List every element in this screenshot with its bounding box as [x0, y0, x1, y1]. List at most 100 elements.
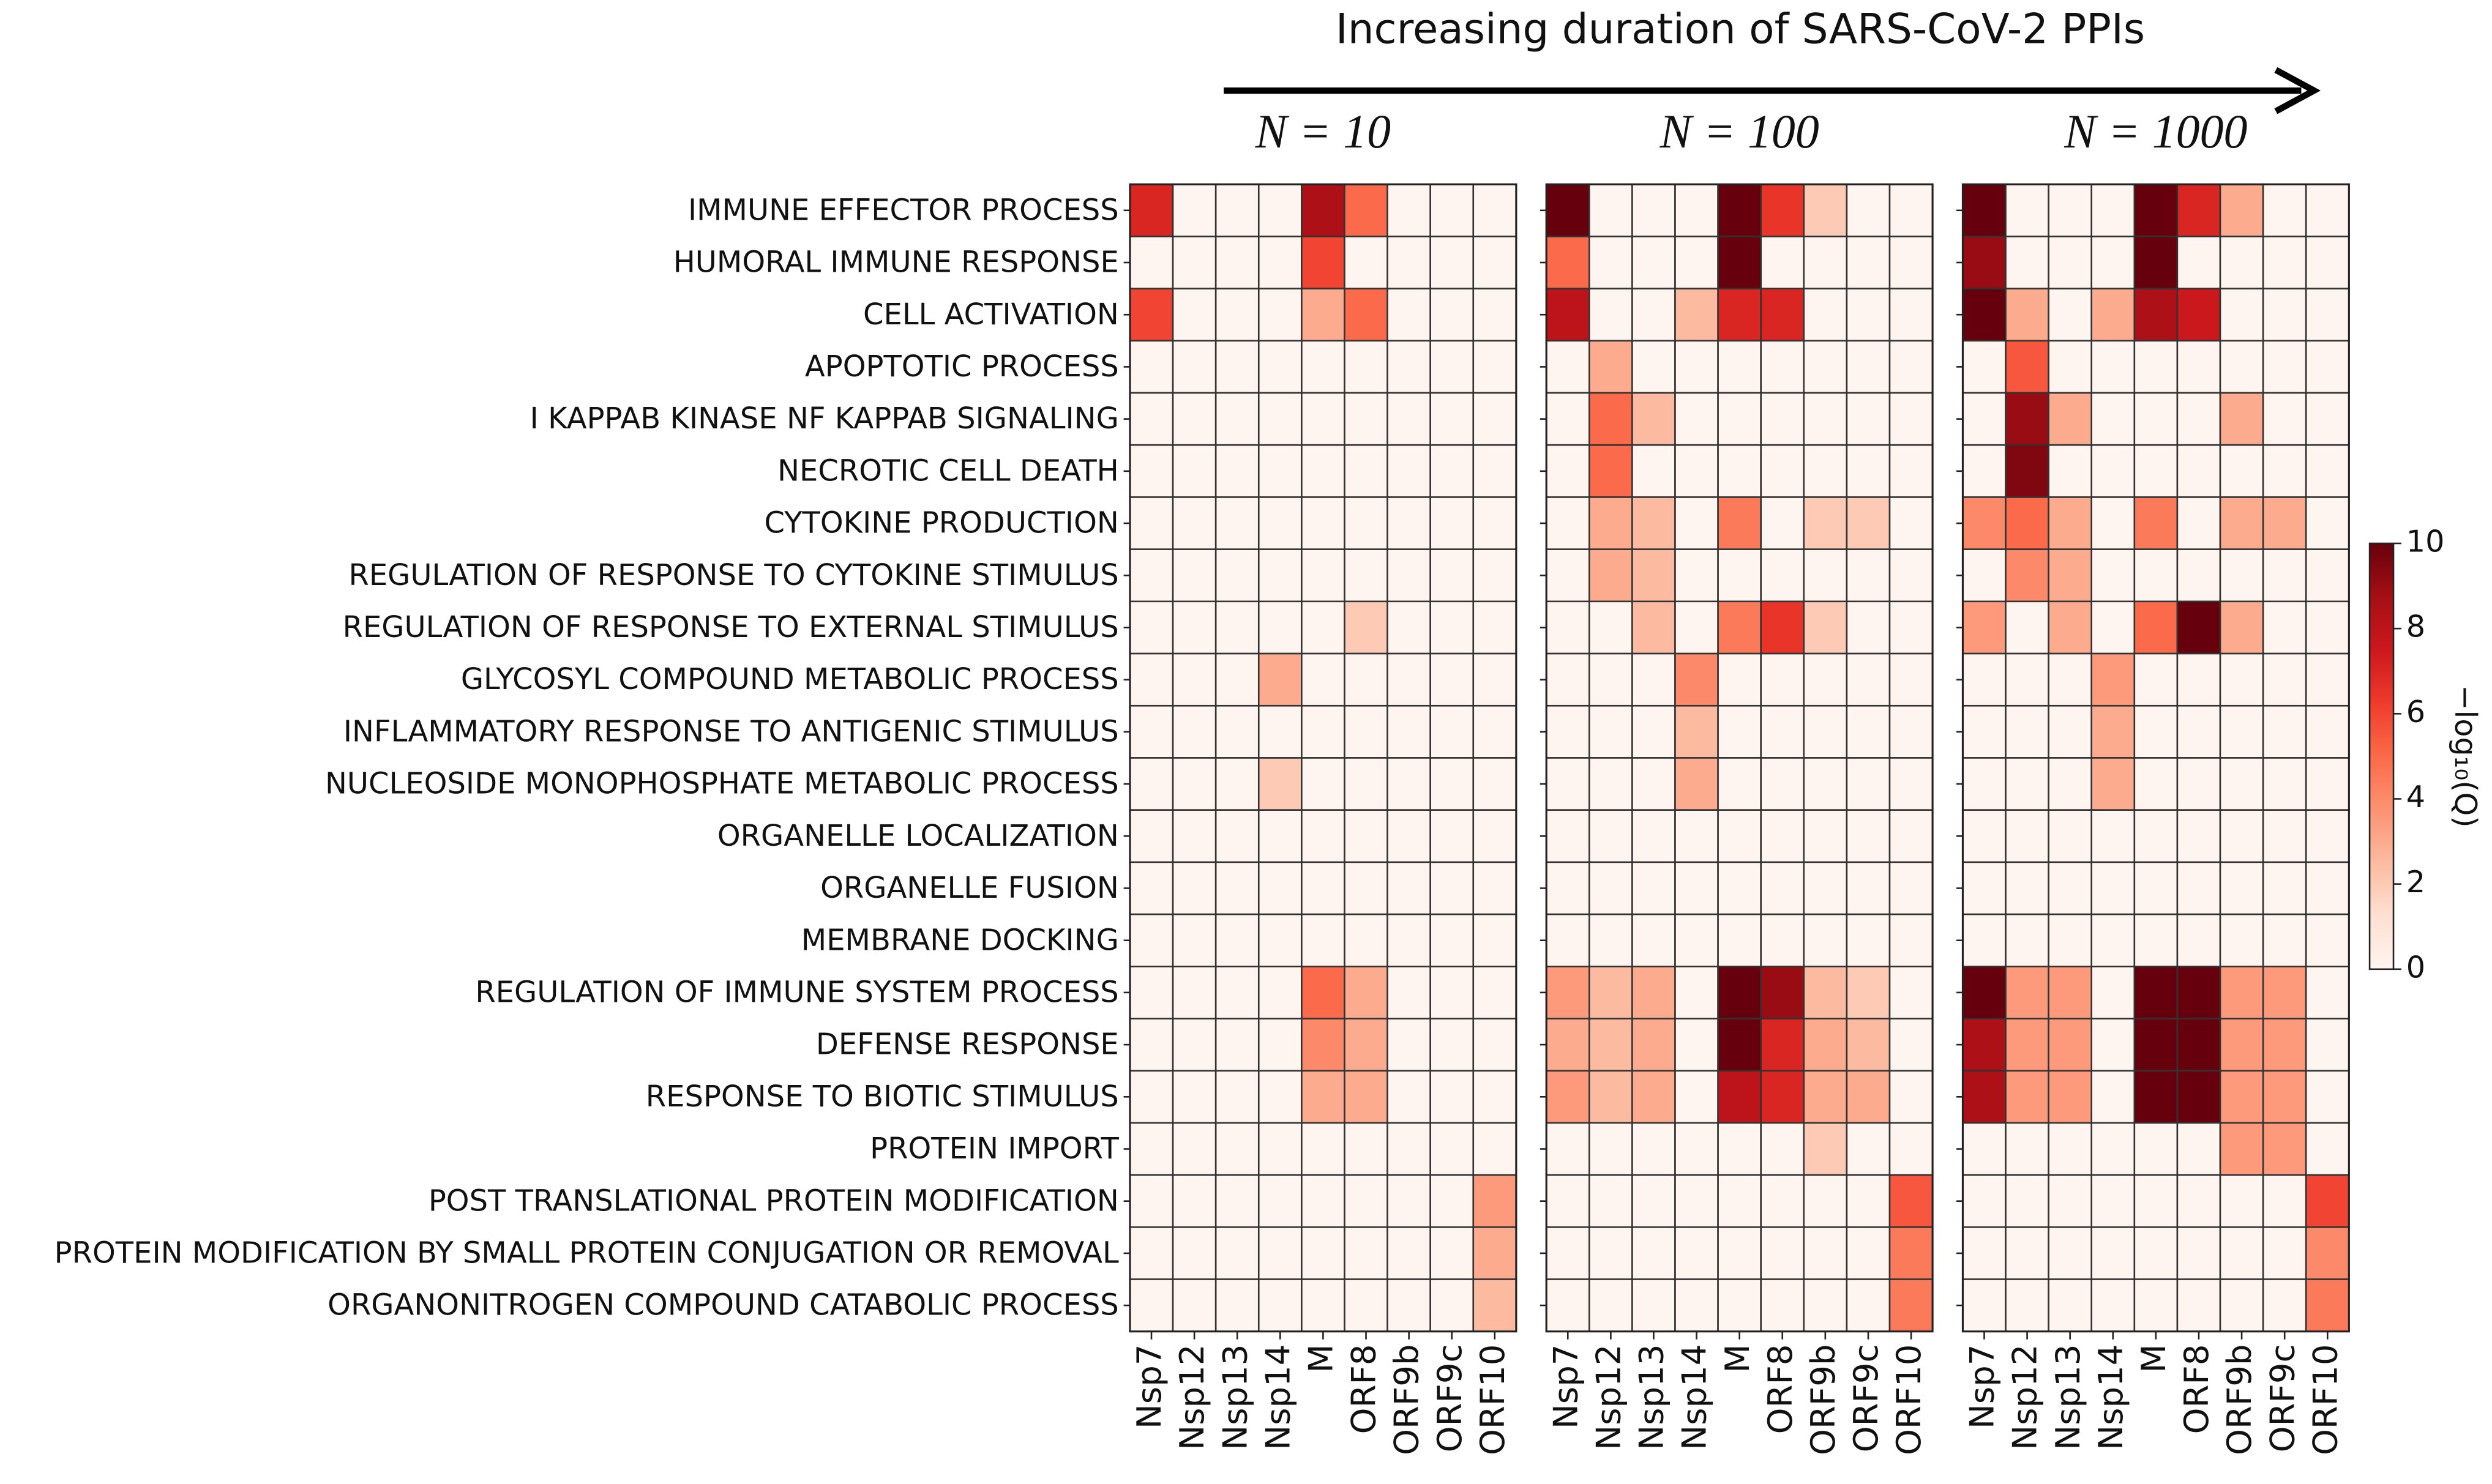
heatmap-cell [2219, 183, 2264, 237]
heatmap-cell [1760, 496, 1805, 550]
heatmap-cell [2048, 1018, 2093, 1072]
heatmap-cell [1888, 704, 1934, 759]
heatmap-cell [1472, 652, 1517, 707]
heatmap-cell [1344, 1122, 1388, 1176]
heatmap-cell [2262, 236, 2307, 289]
column-label: M [2134, 1344, 2173, 1373]
heatmap-cell [1301, 1278, 1345, 1333]
heatmap-cell [1257, 965, 1303, 1020]
heatmap-cell [1429, 704, 1475, 759]
heatmap-cell [1803, 1018, 1848, 1072]
heatmap-cell [1301, 913, 1345, 968]
heatmap-cell [1760, 340, 1805, 394]
heatmap-cell [1631, 496, 1676, 550]
heatmap-cell [2133, 600, 2179, 655]
column-label: Nsp13 [1215, 1344, 1254, 1450]
heatmap-cell [1846, 1174, 1891, 1228]
heatmap-cell [1631, 340, 1676, 394]
heatmap-cell [1301, 1070, 1345, 1124]
heatmap-cell [1717, 1122, 1762, 1176]
heatmap-cell [1129, 1226, 1174, 1280]
heatmap-cell [1344, 1278, 1388, 1333]
heatmap-cell [1588, 757, 1633, 811]
heatmap-cell [2090, 600, 2136, 655]
column-label: Nsp12 [1172, 1344, 1211, 1450]
heatmap-cell [1962, 757, 2007, 811]
heatmap-cell [1472, 861, 1517, 915]
heatmap-cell [1172, 392, 1217, 446]
heatmap-cell [1214, 1174, 1260, 1228]
heatmap-cell [2133, 809, 2179, 863]
heatmap-cell [1846, 183, 1891, 237]
heatmap-cell [1257, 1226, 1303, 1280]
heatmap-cell [1846, 1070, 1891, 1124]
heatmap-cell [1888, 340, 1934, 394]
heatmap-cell [1429, 496, 1475, 550]
heatmap-cell [2133, 913, 2179, 968]
heatmap-cell [1545, 548, 1590, 603]
heatmap-cell [1631, 600, 1676, 655]
heatmap-cell [2133, 1070, 2179, 1124]
heatmap-cell [1545, 444, 1590, 498]
heatmap-cell [1386, 340, 1431, 394]
heatmap-cell [1962, 236, 2007, 289]
heatmap-cell [2176, 288, 2221, 342]
heatmap-cell [1344, 444, 1388, 498]
heatmap-cell [2176, 652, 2221, 707]
heatmap-cell [2305, 1070, 2350, 1124]
heatmap-cell [1588, 1070, 1633, 1124]
heatmap-cell [1172, 496, 1217, 550]
heatmap-cell [1214, 965, 1260, 1020]
heatmap-cell [1472, 1070, 1517, 1124]
heatmap-cell [1257, 861, 1303, 915]
heatmap-cell [2005, 183, 2049, 237]
heatmap-cell [2262, 704, 2307, 759]
heatmap-cell [1172, 861, 1217, 915]
heatmap-cell [2090, 913, 2136, 968]
heatmap-cell [1888, 913, 1934, 968]
heatmap-cell [2305, 652, 2350, 707]
heatmap-cell [1962, 444, 2007, 498]
heatmap-cell [1301, 1122, 1345, 1176]
heatmap-cell [1674, 913, 1719, 968]
heatmap-cell [2133, 1122, 2179, 1176]
heatmap-cell [2133, 444, 2179, 498]
heatmap-cell [2219, 548, 2264, 603]
heatmap-cell [2262, 1226, 2307, 1280]
heatmap-cell [1545, 288, 1590, 342]
heatmap-cell [1888, 965, 1934, 1020]
heatmap-cell [1172, 548, 1217, 603]
heatmap-cell [1129, 1018, 1174, 1072]
heatmap-cell [1631, 1226, 1676, 1280]
row-label: MEMBRANE DOCKING [801, 923, 1119, 957]
heatmap-cell [2262, 496, 2307, 550]
row-label: CELL ACTIVATION [863, 297, 1119, 332]
heatmap-cell [1129, 1278, 1174, 1333]
panel-title: N = 10 [1255, 105, 1391, 158]
heatmap-cell [1888, 288, 1934, 342]
heatmap-cell [1545, 392, 1590, 446]
heatmap-cell [2262, 548, 2307, 603]
heatmap-cell [1674, 340, 1719, 394]
heatmap-cell [1129, 965, 1174, 1020]
heatmap-cell [1962, 1174, 2007, 1228]
heatmap-cell [1717, 496, 1762, 550]
heatmap-cell [2262, 600, 2307, 655]
heatmap-cell [1301, 652, 1345, 707]
heatmap-cell [2262, 1018, 2307, 1072]
heatmap-cell [2133, 392, 2179, 446]
heatmap-cell [1545, 757, 1590, 811]
heatmap-cell [2005, 600, 2049, 655]
heatmap-cell [1472, 1122, 1517, 1176]
heatmap-cell [1717, 757, 1762, 811]
heatmap-cell [1717, 861, 1762, 915]
heatmap-cell [1803, 652, 1848, 707]
heatmap-cell [1257, 652, 1303, 707]
heatmap-cell [1301, 288, 1345, 342]
heatmap-cell [1344, 288, 1388, 342]
heatmap-cell [1386, 1018, 1431, 1072]
heatmap-cell [1846, 1278, 1891, 1333]
heatmap-cell [1717, 548, 1762, 603]
heatmap-cell [1472, 600, 1517, 655]
heatmap-cell [1760, 288, 1805, 342]
